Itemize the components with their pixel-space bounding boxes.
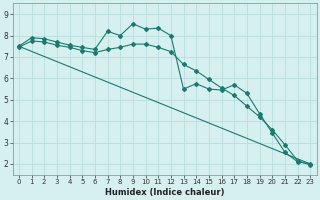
X-axis label: Humidex (Indice chaleur): Humidex (Indice chaleur) xyxy=(105,188,224,197)
